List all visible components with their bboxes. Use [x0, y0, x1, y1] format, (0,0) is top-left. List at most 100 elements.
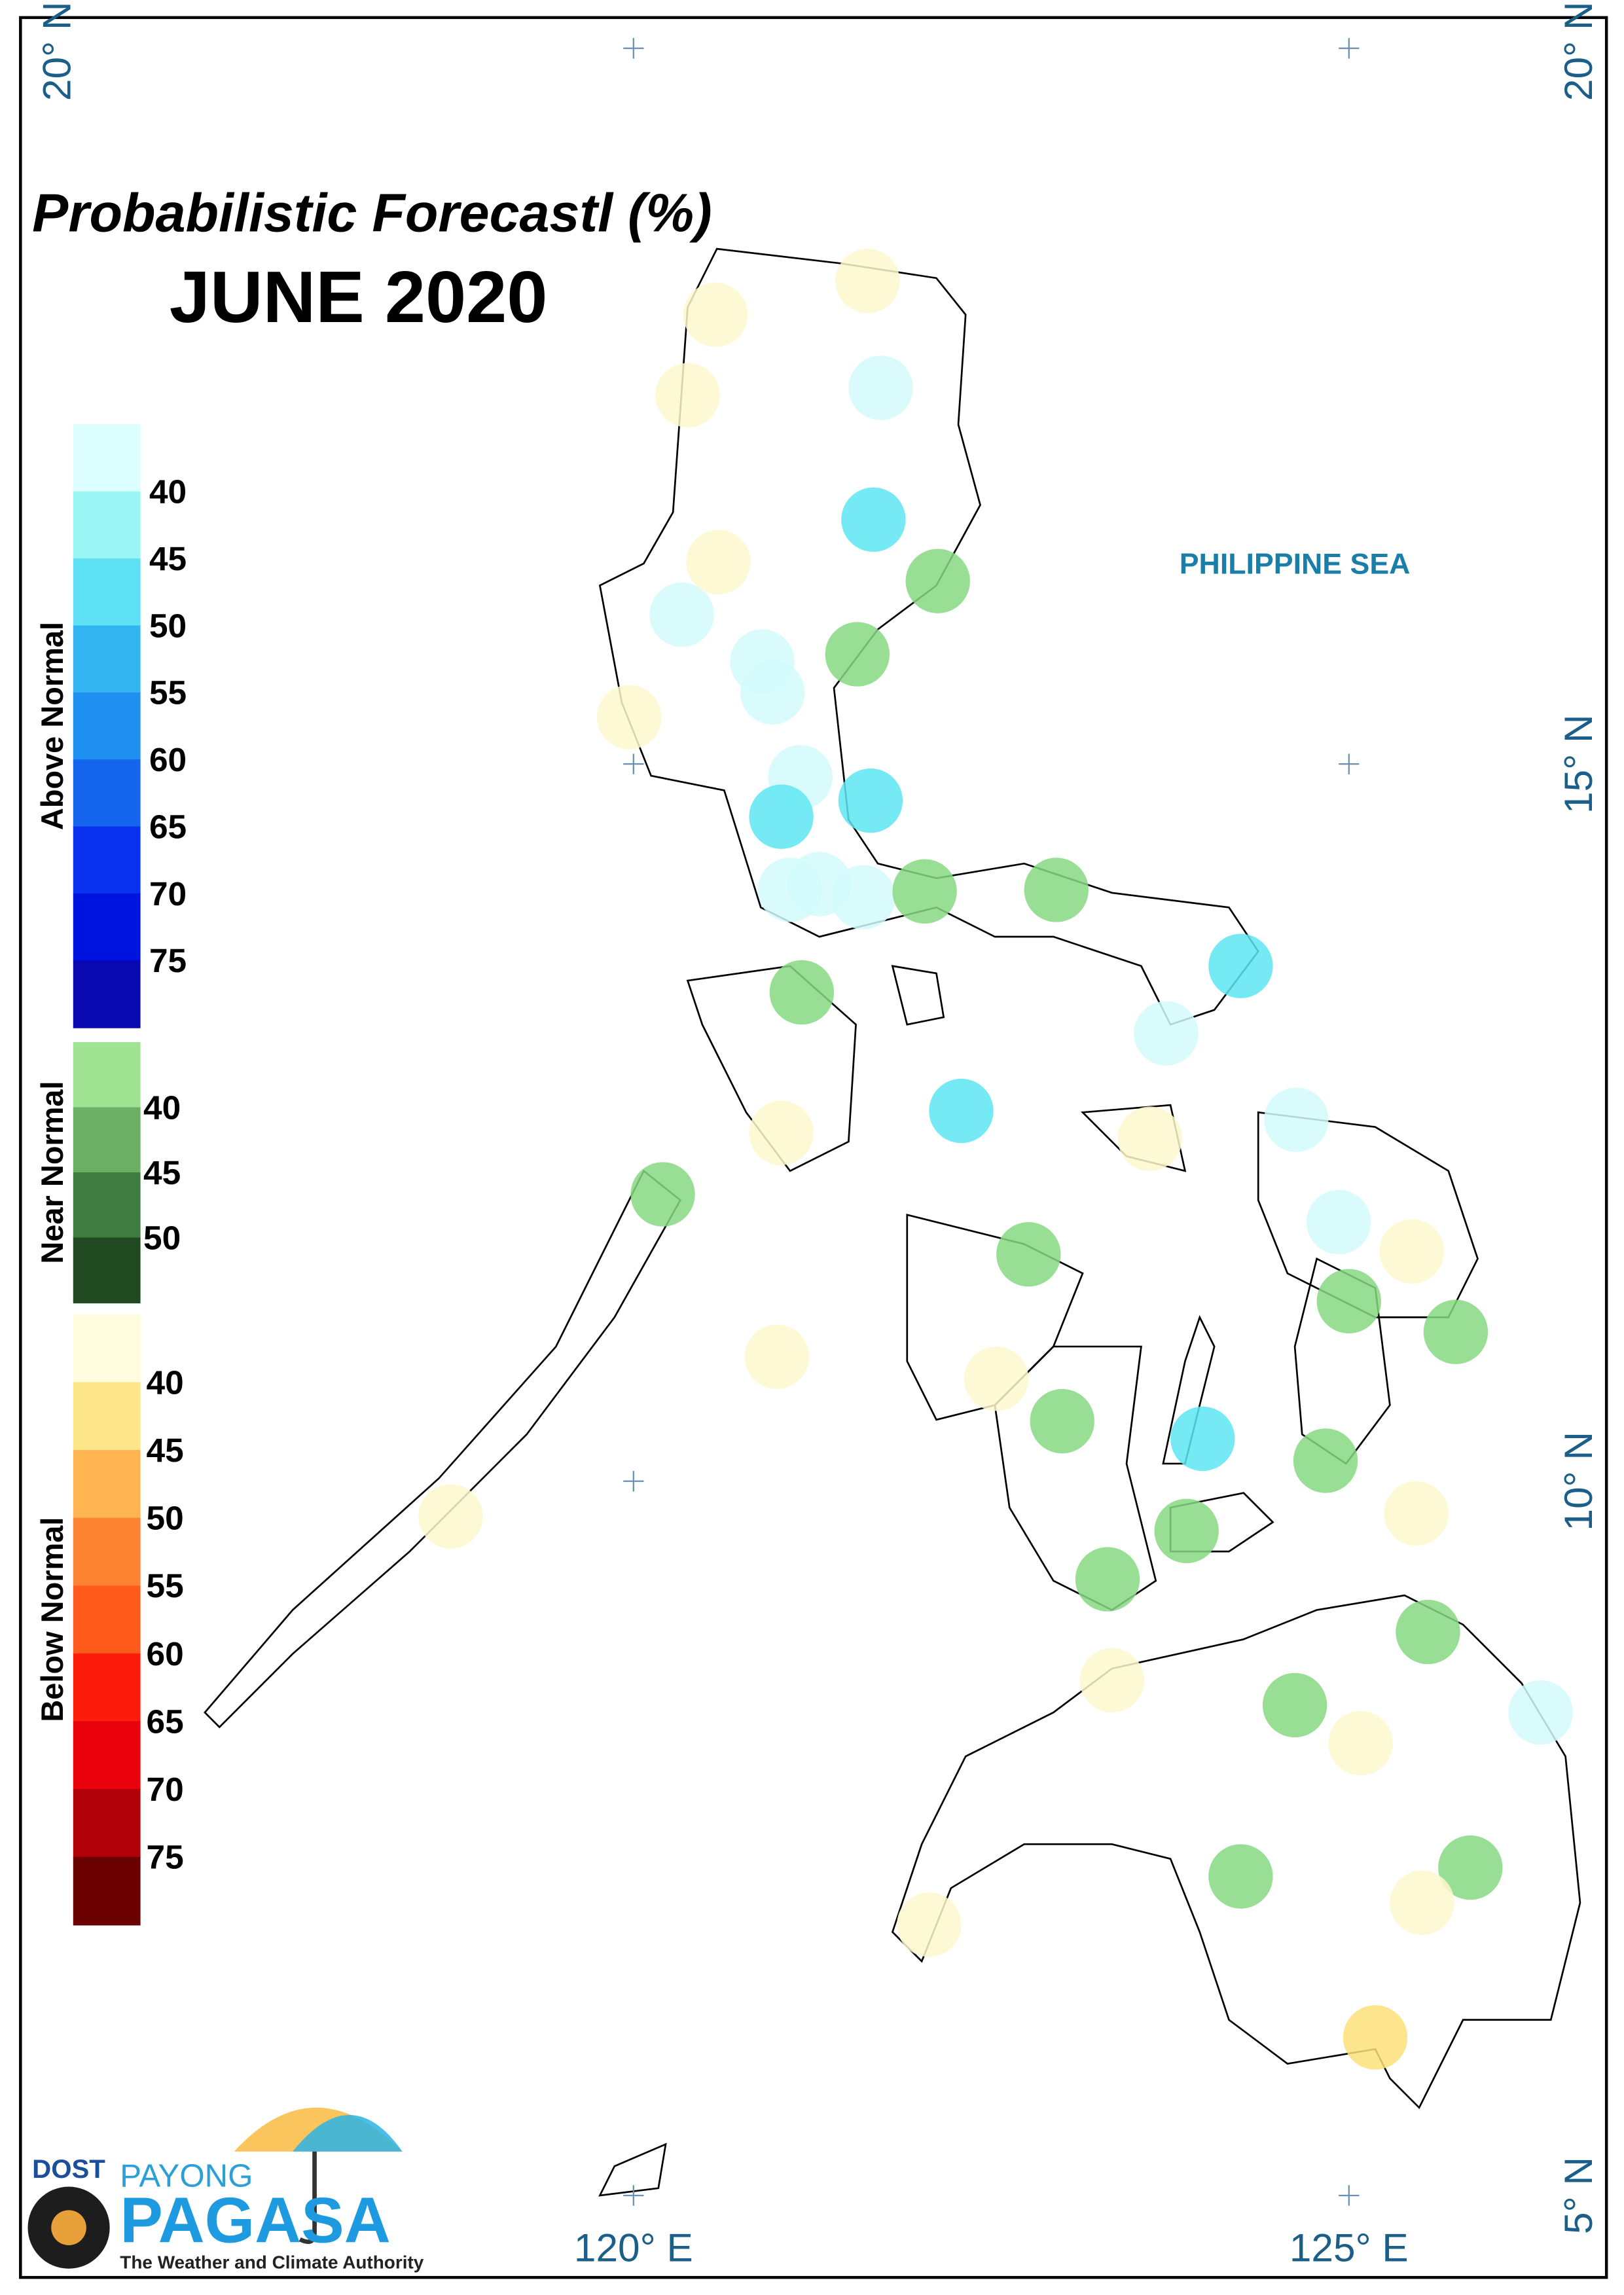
station-marker [1208, 933, 1273, 998]
station-marker [831, 865, 895, 930]
legend-label: 50 [147, 1499, 184, 1537]
station-marker [1208, 1844, 1273, 1909]
station-marker [1423, 1299, 1489, 1364]
legend-swatch [73, 1314, 141, 1383]
station-marker [1306, 1189, 1371, 1255]
legend-label: 70 [147, 1770, 184, 1808]
legend-swatch [73, 826, 141, 895]
legend-label: 70 [149, 875, 187, 913]
map-frame [19, 16, 1608, 2279]
lat-label: 20° N [1556, 1, 1600, 101]
station-marker [1030, 1388, 1094, 1454]
station-marker [630, 1162, 695, 1227]
station-marker [1264, 1087, 1329, 1152]
station-marker [744, 1324, 810, 1389]
station-marker [848, 355, 913, 420]
station-marker [655, 363, 720, 427]
station-marker [892, 859, 957, 924]
station-marker [1262, 1672, 1327, 1738]
station-marker [835, 249, 900, 314]
legend-swatch [73, 491, 141, 560]
station-marker [740, 660, 805, 725]
legend-title: Above Normal [35, 622, 69, 830]
legend-swatch [73, 1856, 141, 1926]
legend-swatch [73, 759, 141, 827]
legend-swatch [73, 893, 141, 962]
legend-label: 45 [149, 539, 187, 577]
legend-label: 40 [143, 1088, 181, 1126]
legend-swatch [73, 1042, 141, 1108]
legend-label: 65 [147, 1702, 184, 1740]
station-marker [897, 1892, 962, 1957]
station-marker [964, 1346, 1029, 1411]
station-marker [1390, 1870, 1454, 1935]
logo-agency: DOST [32, 2154, 105, 2184]
station-marker [1396, 1599, 1460, 1665]
legend-swatch [73, 1789, 141, 1858]
legend-label: 50 [149, 606, 187, 644]
station-marker [683, 282, 748, 347]
legend: 40 45 50 55 60 65 70 75 Above Normal 40 45 50 Near N… [35, 424, 187, 1926]
legend-swatch [73, 960, 141, 1028]
logo-tagline: The Weather and Climate Authority [120, 2252, 424, 2273]
station-marker [1024, 858, 1089, 922]
map-title: Probabilistic Forecastl (%) [32, 182, 712, 243]
legend-label: 45 [147, 1431, 184, 1469]
station-marker [1170, 1406, 1235, 1472]
legend-label: 75 [149, 941, 187, 979]
legend-label: 40 [149, 473, 187, 511]
legend-swatch [73, 424, 141, 492]
legend-swatch [73, 692, 141, 761]
legend-swatch [73, 1450, 141, 1519]
legend-swatch [73, 625, 141, 693]
station-marker [929, 1078, 994, 1144]
station-marker [1508, 1680, 1573, 1745]
station-marker [996, 1222, 1061, 1287]
legend-swatch [73, 1382, 141, 1451]
legend-title: Near Normal [35, 1081, 69, 1263]
legend-label: 55 [147, 1566, 184, 1604]
legend-swatch [73, 558, 141, 626]
station-marker [825, 622, 890, 687]
station-marker [686, 530, 751, 594]
station-marker [1438, 1835, 1503, 1900]
legend-label: 50 [143, 1218, 181, 1256]
lat-label: 10° N [1556, 1432, 1600, 1531]
logo-brand: PAGASA [120, 2184, 390, 2256]
map-subtitle: JUNE 2020 [170, 256, 548, 338]
legend-label: 75 [147, 1838, 184, 1876]
station-marker [649, 582, 714, 647]
station-marker [1293, 1428, 1358, 1493]
station-marker [1134, 1001, 1199, 1066]
station-marker [418, 1484, 483, 1549]
legend-label: 40 [147, 1363, 184, 1401]
lat-label: 20° N [34, 1, 79, 101]
lat-label: 15° N [1556, 714, 1600, 814]
station-marker [596, 685, 662, 750]
station-markers [418, 249, 1573, 2070]
legend-label: 60 [147, 1635, 184, 1672]
station-marker [1079, 1648, 1144, 1713]
station-marker [1384, 1481, 1449, 1546]
station-marker [1328, 1710, 1393, 1776]
legend-label: 45 [143, 1153, 181, 1191]
legend-swatch [73, 1172, 141, 1238]
legend-swatch [73, 1107, 141, 1174]
legend-title: Below Normal [35, 1517, 69, 1722]
station-marker [769, 960, 835, 1025]
legend-swatch [73, 1653, 141, 1722]
station-marker [749, 784, 814, 849]
legend-label: 60 [149, 740, 187, 778]
station-marker [1343, 2005, 1408, 2070]
logo: DOST PAYONG PAGASA The Weather and Clima… [27, 2107, 424, 2273]
station-marker [905, 549, 970, 613]
legend-swatch [73, 1237, 141, 1304]
station-marker [1075, 1547, 1140, 1612]
station-marker [1379, 1219, 1445, 1284]
legend-label: 65 [149, 807, 187, 845]
legend-swatch [73, 1585, 141, 1655]
lat-label: 5° N [1556, 2157, 1600, 2234]
station-marker [1316, 1269, 1381, 1333]
legend-swatch [73, 1721, 141, 1790]
